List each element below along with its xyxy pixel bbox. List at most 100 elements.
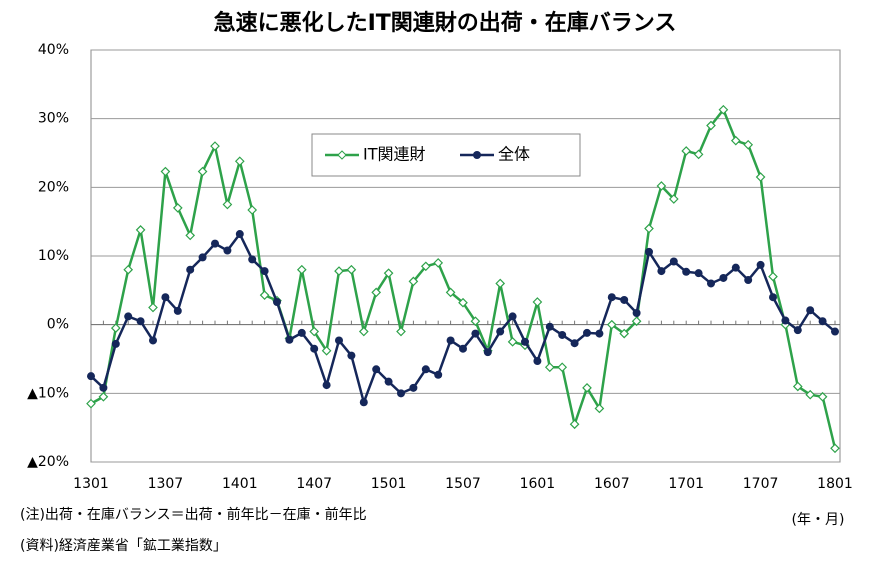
data-point xyxy=(247,205,258,215)
data-point xyxy=(396,326,406,337)
data-point xyxy=(656,181,667,191)
y-tick-label: 0% xyxy=(47,317,69,333)
data-point xyxy=(273,298,281,307)
data-point xyxy=(161,293,170,302)
data-point xyxy=(495,278,506,289)
data-point xyxy=(694,269,703,278)
data-point xyxy=(793,326,802,335)
data-point xyxy=(234,156,245,167)
data-point xyxy=(296,264,307,275)
data-point xyxy=(831,327,839,336)
data-point xyxy=(197,166,208,177)
data-point xyxy=(259,290,270,300)
data-point xyxy=(310,344,319,353)
x-tick-label: 1801 xyxy=(817,476,853,492)
data-point xyxy=(818,317,827,326)
data-point xyxy=(693,149,704,160)
data-point xyxy=(123,264,134,275)
note: (注)出荷・在庫バランス＝出荷・前年比－在庫・前年比 xyxy=(20,506,367,523)
data-point xyxy=(222,199,233,210)
data-point xyxy=(595,329,604,338)
data-point xyxy=(186,265,195,274)
x-tick-label: 1401 xyxy=(222,476,258,492)
data-point xyxy=(383,268,394,279)
data-point xyxy=(756,260,765,269)
data-point xyxy=(817,391,828,402)
data-point xyxy=(99,383,108,392)
data-point xyxy=(198,253,207,262)
data-point xyxy=(309,326,320,337)
data-point xyxy=(792,381,803,392)
data-point xyxy=(321,345,332,356)
data-point xyxy=(606,319,617,330)
data-point xyxy=(124,312,133,321)
data-point xyxy=(86,398,96,409)
y-tick-label: 40% xyxy=(38,42,69,58)
data-point xyxy=(582,382,592,393)
data-point xyxy=(185,230,196,241)
data-point xyxy=(681,146,692,156)
y-tick-label: ▲10% xyxy=(27,385,69,401)
data-point xyxy=(211,239,219,248)
y-tick-label: 10% xyxy=(38,248,69,264)
data-point xyxy=(707,279,715,288)
data-point xyxy=(433,258,444,268)
data-point xyxy=(731,263,740,272)
data-point xyxy=(235,230,244,239)
x-tick-label: 1701 xyxy=(668,476,704,492)
data-point xyxy=(135,225,146,235)
data-point xyxy=(409,383,418,392)
data-point xyxy=(768,271,778,282)
data-point xyxy=(557,362,568,373)
x-tick-label: 1407 xyxy=(296,476,332,492)
data-point xyxy=(397,389,405,398)
x-axis-label: (年・月) xyxy=(792,512,845,528)
data-point xyxy=(508,312,517,321)
data-point xyxy=(644,223,654,234)
data-point xyxy=(718,104,729,115)
data-point xyxy=(533,357,542,366)
data-point xyxy=(459,344,467,353)
data-point xyxy=(148,302,158,313)
data-point xyxy=(769,293,777,302)
data-point xyxy=(210,141,220,151)
data-point xyxy=(372,365,381,374)
data-point xyxy=(805,389,816,400)
data-point xyxy=(384,377,393,386)
data-point xyxy=(285,335,294,344)
data-point xyxy=(632,308,641,317)
data-point xyxy=(657,267,666,276)
data-point xyxy=(730,135,741,146)
x-tick-label: 1607 xyxy=(594,476,630,492)
data-point xyxy=(446,336,455,345)
data-point xyxy=(532,297,543,307)
legend-marker xyxy=(473,151,481,159)
data-point xyxy=(496,327,505,336)
data-point xyxy=(260,267,269,276)
data-point xyxy=(335,336,343,345)
data-point xyxy=(669,257,678,266)
data-point xyxy=(521,337,529,346)
legend-label: IT関連財 xyxy=(363,145,426,164)
data-point xyxy=(806,306,815,315)
legend-label: 全体 xyxy=(498,145,530,164)
x-tick-label: 1301 xyxy=(73,476,109,492)
legend-marker xyxy=(337,150,347,160)
data-point xyxy=(149,336,157,345)
data-point xyxy=(830,443,840,454)
data-point xyxy=(706,120,716,131)
data-point xyxy=(570,339,579,348)
data-point xyxy=(569,419,580,430)
x-tick-label: 1307 xyxy=(148,476,184,492)
data-point xyxy=(645,247,653,256)
x-tick-label: 1601 xyxy=(520,476,556,492)
data-point xyxy=(359,398,368,407)
y-tick-label: 20% xyxy=(38,179,69,195)
data-point xyxy=(631,316,642,327)
x-tick-label: 1507 xyxy=(445,476,481,492)
data-point xyxy=(421,365,430,374)
data-point xyxy=(594,403,605,414)
data-point xyxy=(358,326,369,337)
data-point xyxy=(346,264,357,275)
